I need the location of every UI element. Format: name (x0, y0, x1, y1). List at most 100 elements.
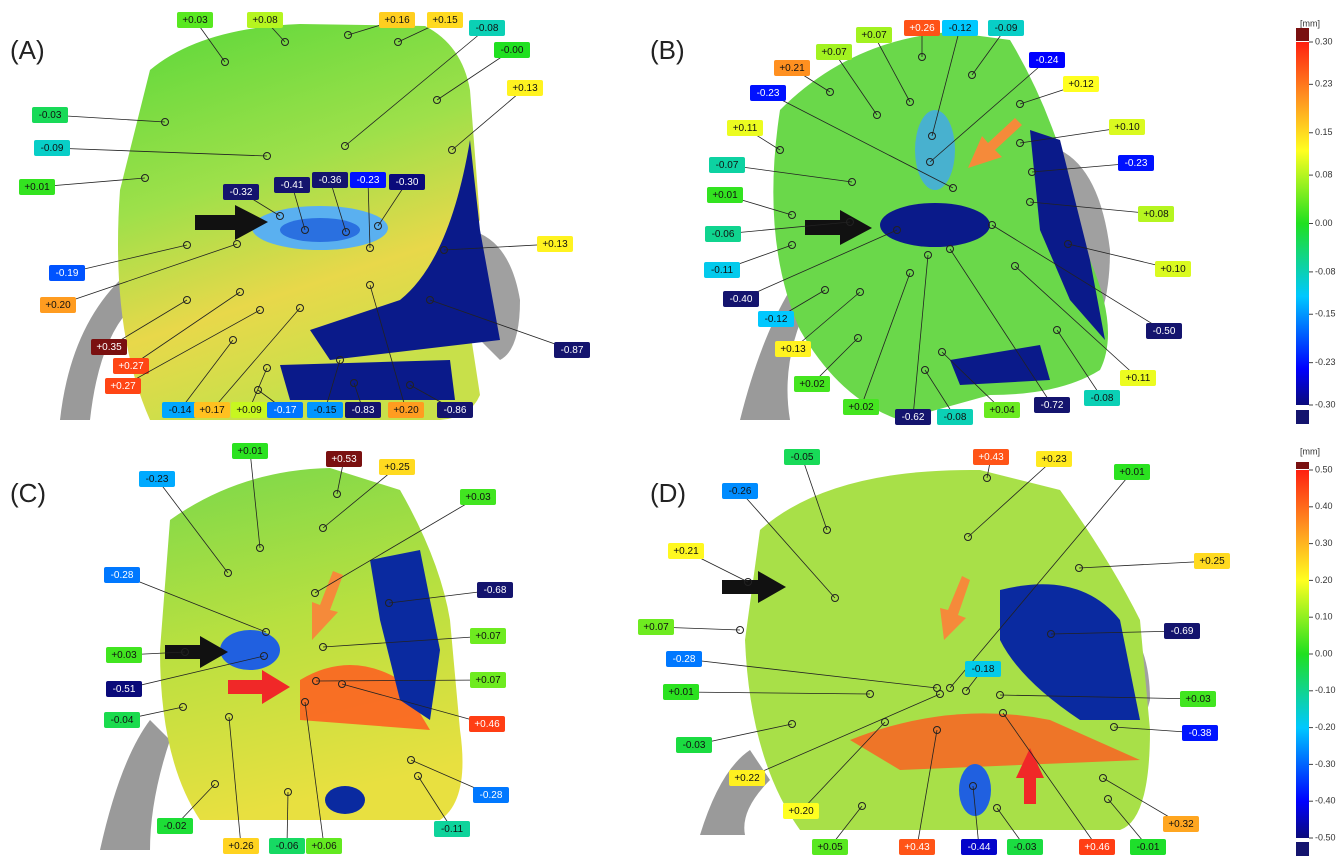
callout-label: -0.00 (501, 45, 524, 56)
callout-label: +0.07 (643, 622, 669, 633)
callout-label: -0.30 (396, 177, 419, 188)
panel-label: (B) (650, 35, 685, 65)
colorbar-tick-label: 0.08 (1315, 169, 1333, 179)
callout-label: -0.11 (711, 265, 733, 276)
colorbar-tick-label: 0.30 (1315, 538, 1333, 548)
callout-label: +0.11 (733, 123, 758, 134)
colorbar-tick-label: 0.00 (1315, 648, 1333, 658)
colorbar-tick-label: -0.20 (1315, 722, 1336, 732)
callout-label: -0.44 (968, 842, 991, 853)
callout-label: -0.09 (41, 143, 64, 154)
callout-label: +0.20 (393, 405, 419, 416)
colorbar-tick-label: -0.50 (1315, 832, 1336, 842)
callout-label: -0.86 (444, 405, 467, 416)
callout-label: +0.03 (465, 492, 491, 503)
callout-label: -0.40 (730, 294, 753, 305)
callout-label: -0.62 (902, 412, 925, 423)
callout-label: +0.22 (734, 773, 760, 784)
callout-label: -0.50 (1153, 326, 1176, 337)
colorbar-tick-label: -0.23 (1315, 357, 1336, 367)
callout-label: -0.06 (712, 229, 735, 240)
colorbar-over (1296, 462, 1309, 469)
callout-label: +0.10 (1160, 264, 1186, 275)
colorbar-tick-label: -0.10 (1315, 685, 1336, 695)
colorbar-tick-label: 0.23 (1315, 79, 1333, 89)
callout-label: +0.01 (237, 446, 263, 457)
colorbar-tick-label: -0.40 (1315, 796, 1336, 806)
callout: +0.11 (727, 120, 784, 154)
callout-label: +0.11 (1126, 373, 1151, 384)
callout-label: +0.07 (821, 47, 847, 58)
callout-label: -0.23 (357, 175, 380, 186)
callout-label: +0.20 (45, 300, 71, 311)
callout-label: -0.23 (146, 474, 169, 485)
callout-label: +0.08 (252, 15, 278, 26)
colorbar-under (1296, 842, 1309, 856)
callout-label: -0.83 (352, 405, 375, 416)
callout-label: +0.02 (848, 402, 874, 413)
callout-label: -0.41 (281, 180, 304, 191)
callout-label: -0.14 (169, 405, 192, 416)
figure: +0.03+0.08+0.16+0.15-0.08-0.00+0.13-0.03… (0, 0, 1336, 856)
callout-label: -0.15 (314, 405, 337, 416)
callout-label: +0.12 (1068, 79, 1094, 90)
callout-label: -0.69 (1171, 626, 1194, 637)
callout-label: -0.08 (476, 23, 499, 34)
callout-label: +0.03 (182, 15, 208, 26)
callout-label: +0.04 (989, 405, 1015, 416)
panel-label: (C) (10, 478, 46, 508)
page: { "panels": [ {"label": "(A)", "callouts… (0, 0, 1336, 856)
callout-label: -0.12 (949, 23, 972, 34)
callout-label: +0.27 (110, 381, 136, 392)
callout-label: -0.28 (480, 790, 503, 801)
callout-label: -0.28 (111, 570, 134, 581)
callout-label: -0.01 (1137, 842, 1160, 853)
panel-label: (D) (650, 478, 686, 508)
model-c (100, 468, 463, 850)
callout-label: -0.05 (791, 452, 814, 463)
callout-label: +0.01 (1119, 467, 1145, 478)
callout-label: +0.09 (236, 405, 262, 416)
callout-label: +0.07 (475, 675, 501, 686)
callout-label: -0.87 (561, 345, 584, 356)
callout-label: -0.06 (276, 841, 299, 852)
callout-label: +0.43 (978, 452, 1004, 463)
callout-label: +0.13 (542, 239, 568, 250)
callout-label: -0.23 (757, 88, 780, 99)
callout-label: +0.25 (384, 462, 410, 473)
callout-label: -0.02 (164, 821, 187, 832)
callout-label: +0.35 (96, 342, 122, 353)
callout-label: -0.28 (673, 654, 696, 665)
callout-label: -0.36 (319, 175, 342, 186)
colorbar-tick-label: 0.15 (1315, 127, 1333, 137)
colorbar-tick-label: 0.20 (1315, 575, 1333, 585)
callout-label: +0.13 (780, 344, 806, 355)
callout-label: +0.01 (668, 687, 694, 698)
callout: +0.21 (668, 543, 752, 586)
colorbar-tick-label: 0.30 (1315, 36, 1333, 46)
callout-label: +0.27 (118, 361, 144, 372)
colorbar-unit: [mm] (1300, 446, 1320, 456)
colorbar-under (1296, 410, 1309, 424)
callout-label: -0.09 (995, 23, 1018, 34)
callout-label: +0.01 (712, 190, 738, 201)
callout-label: +0.17 (199, 405, 225, 416)
model-d (700, 470, 1150, 835)
callout-label: -0.32 (230, 187, 253, 198)
callout-label: +0.25 (1199, 556, 1225, 567)
callout-label: +0.23 (1041, 454, 1067, 465)
callout-label: -0.04 (111, 715, 134, 726)
callout-label: +0.20 (788, 806, 814, 817)
colorbar-tick-label: 0.40 (1315, 501, 1333, 511)
callout-label: +0.03 (1185, 694, 1211, 705)
callout-label: -0.38 (1189, 728, 1212, 739)
colorbar-tick-label: -0.30 (1315, 399, 1336, 409)
colorbar-tick-label: -0.15 (1315, 309, 1336, 319)
callout-label: -0.08 (1091, 393, 1114, 404)
callout-label: +0.03 (111, 650, 137, 661)
colorbar-tick-label: 0.00 (1315, 218, 1333, 228)
callout-label: +0.26 (909, 23, 935, 34)
callout-label: +0.26 (228, 841, 254, 852)
callout-label: -0.08 (944, 412, 967, 423)
callout-label: -0.26 (729, 486, 752, 497)
